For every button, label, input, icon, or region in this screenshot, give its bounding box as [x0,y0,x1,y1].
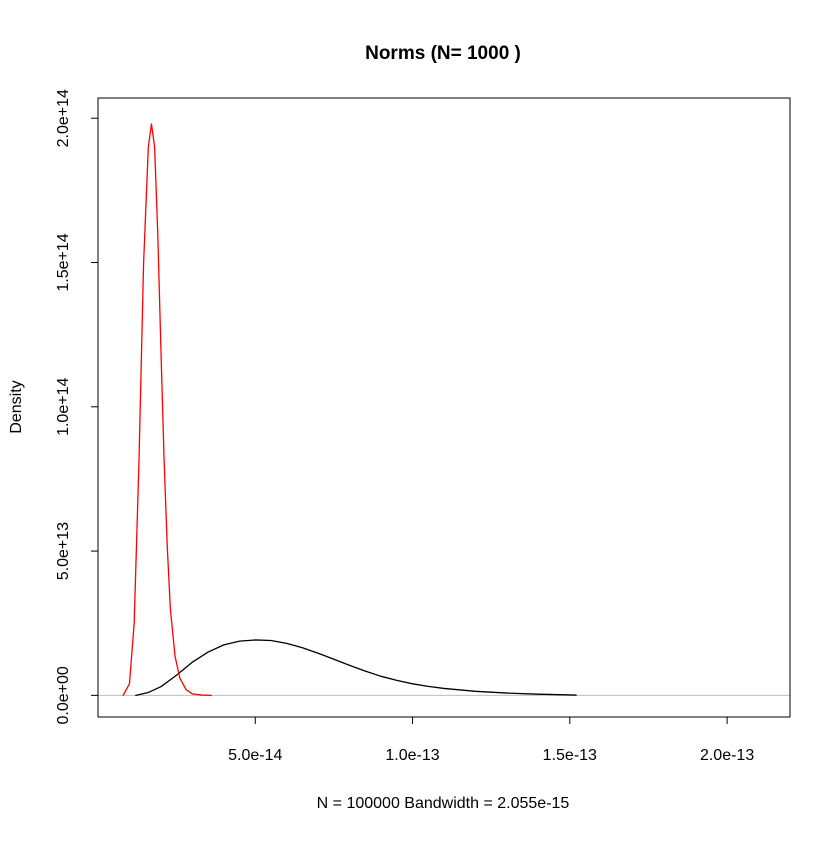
x-axis-label: N = 100000 Bandwidth = 2.055e-15 [317,795,570,812]
y-axis: 0.0e+00 5.0e+13 1.0e+14 1.5e+14 2.0e+14 [55,89,98,724]
y-axis-label: Density [8,380,25,433]
y-tick-label: 1.0e+14 [55,378,72,436]
x-tick-label: 1.5e-13 [543,747,597,764]
x-axis: 5.0e-14 1.0e-13 1.5e-13 2.0e-13 [228,717,754,764]
y-tick-label: 5.0e+13 [55,522,72,580]
plot-frame [97,97,791,718]
y-tick-label: 1.5e+14 [55,233,72,291]
x-tick-label: 5.0e-14 [228,747,282,764]
x-tick-label: 2.0e-13 [700,747,754,764]
y-tick-label: 0.0e+00 [55,666,72,724]
plot-area [98,123,790,697]
chart-title: Norms (N= 1000 ) [365,43,521,64]
x-tick-label: 1.0e-13 [385,747,439,764]
y-tick-label: 2.0e+14 [55,89,72,147]
density-curve-1 [135,639,577,697]
density-curve-2 [122,123,212,697]
